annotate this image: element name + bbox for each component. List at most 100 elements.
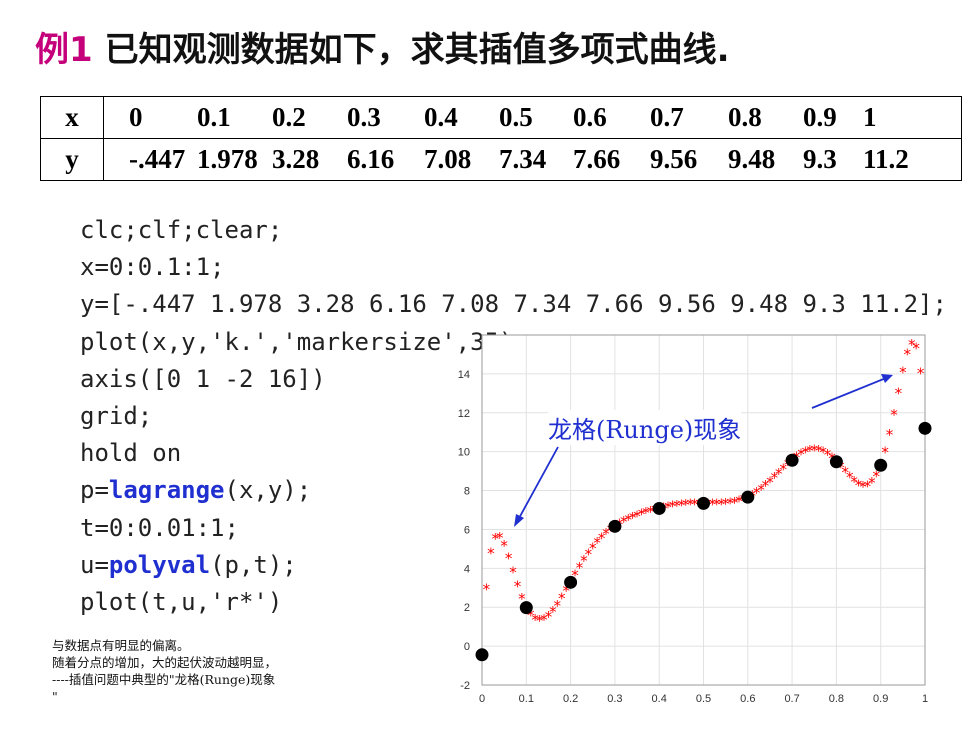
data-point (519, 601, 533, 615)
y-tick-label: 0 (464, 641, 470, 653)
interpolated-point: * (895, 384, 903, 402)
code-line: t=0:0.01:1; (80, 513, 239, 542)
data-point (918, 421, 932, 435)
code-line: x=0:0.1:1; (80, 253, 225, 282)
example-label: 例1 (35, 30, 93, 70)
x-tick-label: 0.8 (829, 693, 844, 705)
x-value-cell: 0.7 (650, 102, 684, 132)
function-name: polyval (108, 550, 211, 579)
y-value-cell: 11.2 (863, 144, 909, 174)
data-point (874, 458, 888, 472)
code-text: u= (80, 550, 109, 579)
y-value-cell: -.447 (129, 144, 186, 174)
code-text: (x,y); (224, 476, 312, 505)
interpolated-point: * (602, 525, 610, 543)
y-value-cell: 7.34 (499, 144, 547, 174)
code-line: plot(x,y,'k.','markersize',35) (80, 327, 514, 356)
code-text: (p,t); (210, 550, 297, 579)
x-value-cell: 0.4 (424, 102, 458, 132)
y-value-cell: 9.56 (650, 144, 698, 174)
data-point (564, 575, 578, 589)
code-line: y=[-.447 1.978 3.28 6.16 7.08 7.34 7.66 … (80, 290, 947, 319)
interpolated-point: * (806, 442, 814, 460)
x-value-cell: 0.6 (573, 102, 607, 132)
y-value-cell: 1.978 (197, 144, 258, 174)
interpolated-point: * (873, 467, 881, 485)
interpolated-point: * (846, 469, 854, 487)
interpolated-point: * (868, 474, 876, 492)
data-point (741, 490, 755, 504)
arrowhead-icon (881, 374, 893, 383)
interpolated-point: * (531, 611, 539, 629)
interpolated-point: * (678, 496, 686, 514)
y-value-cell: 9.48 (728, 144, 776, 174)
y-tick-label: 4 (464, 563, 470, 575)
x-tick-label: 0.3 (607, 693, 622, 705)
interpolated-point: * (642, 504, 650, 522)
title-text: 已知观测数据如下，求其插值多项式曲线. (104, 30, 730, 70)
x-values: 0 0.1 0.2 0.3 0.4 0.5 0.6 0.7 0.8 0.9 1 (103, 96, 962, 139)
x-value-cell: 0 (129, 102, 143, 132)
code-line: grid; (80, 402, 153, 431)
x-header: x (40, 96, 104, 139)
interpolated-point: * (779, 460, 787, 478)
slide-title: 例1 已知观测数据如下，求其插值多项式曲线. (35, 22, 730, 71)
code-text: p= (80, 476, 109, 505)
interpolated-point: * (753, 484, 761, 502)
interpolated-point: * (855, 476, 863, 494)
note-line: 随着分点的增加，大的起伏波动越明显， (52, 655, 278, 670)
interpolated-point: * (673, 497, 681, 515)
x-value-cell: 1 (863, 102, 877, 132)
interpolated-point: * (735, 493, 743, 511)
data-table: x 0 0.1 0.2 0.3 0.4 0.5 0.6 0.7 0.8 0.9 1 y -.447 1… (40, 96, 962, 181)
interpolated-point: * (682, 496, 690, 514)
interpolated-point: * (500, 537, 508, 555)
interpolated-point: * (713, 495, 721, 513)
code-line: plot(t,u,'r*') (80, 588, 283, 617)
x-value-cell: 0.8 (728, 102, 762, 132)
y-tick-label: 8 (464, 486, 470, 498)
arrowhead-icon (514, 514, 524, 527)
interpolated-point: * (492, 530, 500, 548)
interpolated-point: * (686, 496, 694, 514)
interpolated-point: * (624, 511, 632, 529)
interpolated-point: * (886, 426, 894, 444)
interpolated-point: * (775, 465, 783, 483)
note-line: " (52, 689, 58, 704)
code-line: hold on (80, 439, 182, 468)
interpolated-point: * (669, 498, 677, 516)
interpolated-point: * (904, 346, 912, 364)
interpolated-point: * (562, 582, 570, 600)
y-value-cell: 9.3 (803, 144, 837, 174)
y-value-cell: 3.28 (272, 144, 320, 174)
interpolated-point: * (629, 509, 637, 527)
interpolated-point: * (545, 608, 553, 626)
interpolated-point: * (797, 446, 805, 464)
interpolated-point: * (890, 406, 898, 424)
y-value-cell: 6.16 (347, 144, 395, 174)
interpolated-point: * (487, 545, 495, 563)
interpolated-point: * (496, 529, 504, 547)
y-header: y (40, 138, 104, 181)
interpolated-point: * (850, 473, 858, 491)
interpolated-point: * (726, 495, 734, 513)
x-tick-label: 0.4 (652, 693, 667, 705)
interpolated-point: * (762, 477, 770, 495)
interpolated-point: * (917, 365, 925, 383)
interpolated-point: * (802, 443, 810, 461)
interpolated-point: * (664, 498, 672, 516)
interpolated-point: * (819, 443, 827, 461)
interpolated-point: * (859, 478, 867, 496)
x-value-cell: 0.5 (499, 102, 533, 132)
x-value-cell: 0.3 (347, 102, 381, 132)
interpolated-point: * (691, 495, 699, 513)
interpolated-point: * (824, 446, 832, 464)
x-tick-label: 0.1 (519, 693, 534, 705)
interpolated-point: * (864, 477, 872, 495)
y-tick-label: 14 (458, 369, 470, 381)
interpolated-point: * (731, 494, 739, 512)
interpolated-point: * (549, 603, 557, 621)
data-point (785, 453, 799, 467)
interpolated-point: * (554, 597, 562, 615)
interpolated-point: * (540, 611, 548, 629)
